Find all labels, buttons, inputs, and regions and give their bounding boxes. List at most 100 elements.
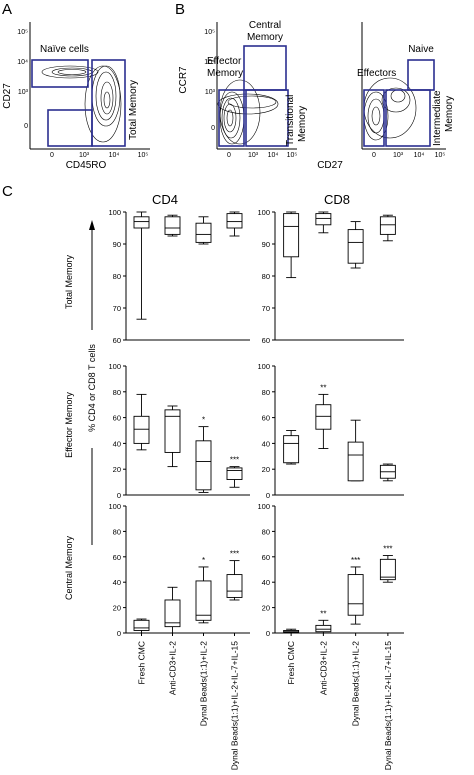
y-tick-label: 0	[266, 629, 270, 638]
gate-label-central-memory: Memory	[247, 32, 283, 43]
box-iqr	[315, 624, 332, 633]
y-tick-label: 90	[113, 240, 121, 249]
gate-label-total-memory: Total Memory	[128, 80, 139, 140]
box-4: *** Dynal Beads(1:1)+IL-2+IL-7+IL-15	[226, 550, 243, 771]
panel-letter-a: A	[2, 1, 12, 18]
y-tick-label: 60	[113, 553, 121, 562]
box-4: *** Dynal Beads(1:1)+IL-2+IL-7+IL-15	[379, 545, 396, 771]
box-iqr	[347, 229, 364, 264]
boxplot-panel-cd4: 0 20 40 60 80 100 Fresh CMC Anti-CD3+IL-2 * Dynal…	[108, 502, 250, 770]
y-tick-label: 80	[262, 527, 270, 536]
box-4	[226, 211, 243, 237]
gate-label-naive: Naïve cells	[40, 44, 89, 55]
boxplot-panel-cd8: 0 20 40 60 80 100 Fresh CMC ** Anti-CD3+IL-2 *** D…	[257, 502, 404, 770]
y-tick-label: 0	[117, 491, 121, 500]
y-tick-label: 100	[108, 362, 121, 371]
box-iqr	[379, 216, 396, 235]
flow-b1-ytick: 10³	[205, 89, 216, 96]
box-1	[133, 393, 150, 451]
flow-b1-xtick: 10⁴	[268, 152, 279, 159]
y-tick-label: 60	[262, 553, 270, 562]
y-tick-label: 100	[257, 502, 270, 511]
flow-b2-xtick: 10⁴	[414, 152, 425, 159]
y-tick-label: 20	[262, 604, 270, 613]
panel-letter-b: B	[175, 1, 185, 18]
box-iqr	[195, 580, 212, 621]
row-title-central-memory: Central Memory	[64, 535, 74, 600]
y-tick-label: 80	[113, 527, 121, 536]
y-tick-label: 40	[262, 439, 270, 448]
box-1	[283, 211, 300, 279]
significance-marker: *	[202, 556, 205, 565]
flow-b1-ylabel: CCR7	[178, 66, 189, 94]
category-label: Dynal Beads(1:1)+IL-2	[199, 641, 209, 727]
y-tick-label: 80	[262, 388, 270, 397]
category-label: Dynal Beads(1:1)+IL-2	[351, 641, 361, 727]
box-iqr	[164, 599, 181, 628]
box-2: ** Anti-CD3+IL-2	[315, 609, 332, 695]
flow-b-xlabel: CD27	[317, 160, 343, 171]
significance-marker: ***	[351, 556, 360, 565]
box-2	[164, 214, 181, 237]
box-3	[347, 419, 364, 482]
significance-marker: ***	[383, 545, 392, 554]
box-iqr	[164, 216, 181, 235]
box-1: Fresh CMC	[283, 628, 300, 684]
y-tick-label: 20	[113, 465, 121, 474]
boxplot-panel-cd8: 0 20 40 60 80 100 **	[257, 362, 404, 500]
flow-b1-ytick: 10⁴	[204, 59, 215, 66]
boxplot-panel-cd8: 60 70 80 90 100	[257, 208, 404, 345]
column-title-cd8: CD8	[324, 192, 350, 207]
box-iqr	[133, 415, 150, 444]
box-2: Anti-CD3+IL-2	[164, 586, 181, 695]
row-title-effector-memory: Effector Memory	[64, 392, 74, 458]
flow-a-xtick: 10³	[79, 152, 90, 159]
box-4: ***	[226, 456, 243, 488]
gate-label-effector-memory: Memory	[207, 68, 243, 79]
significance-marker: **	[320, 609, 326, 618]
flow-a-ytick: 10⁴	[17, 59, 28, 66]
gate-label-intermediate-memory: Memory	[444, 96, 455, 132]
box-3	[347, 221, 364, 269]
flow-plot-b2: Naive Effectors Intermediate Memory 0 10…	[317, 22, 455, 171]
significance-marker: ***	[230, 456, 239, 465]
flow-a-ytick: 10³	[18, 89, 29, 96]
y-tick-label: 40	[262, 578, 270, 587]
y-tick-label: 20	[262, 465, 270, 474]
column-title-cd4: CD4	[152, 192, 178, 207]
flow-gates-a	[31, 59, 126, 147]
y-tick-label: 20	[113, 604, 121, 613]
y-tick-label: 40	[113, 578, 121, 587]
box-iqr	[195, 440, 212, 491]
y-tick-label: 100	[108, 502, 121, 511]
box-iqr	[164, 409, 181, 453]
flow-a-xtick: 0	[50, 152, 54, 159]
box-iqr	[133, 619, 150, 631]
y-tick-label: 100	[257, 362, 270, 371]
category-label: Anti-CD3+IL-2	[168, 641, 178, 695]
box-iqr	[283, 213, 300, 258]
y-tick-label: 70	[113, 304, 121, 313]
panel-letter-c: C	[2, 183, 13, 200]
flow-contours-a	[41, 65, 122, 143]
box-2	[315, 211, 332, 234]
box-iqr	[226, 574, 243, 598]
flow-a-xtick: 10⁴	[109, 152, 120, 159]
box-iqr	[133, 216, 150, 229]
y-tick-label: 60	[262, 414, 270, 423]
y-tick-label: 90	[262, 240, 270, 249]
significance-marker: ***	[230, 550, 239, 559]
category-label: Dynal Beads(1:1)+IL-2+IL-7+IL-15	[230, 641, 240, 771]
y-tick-label: 100	[108, 208, 121, 217]
gate-label-transitional-memory: Memory	[297, 106, 308, 142]
box-4	[379, 214, 396, 242]
flow-a-xlabel: CD45RO	[66, 160, 107, 171]
flow-b2-xtick: 10³	[393, 152, 404, 159]
y-tick-label: 80	[113, 272, 121, 281]
category-label: Fresh CMC	[286, 641, 296, 684]
row-title-total-memory: Total Memory	[64, 254, 74, 309]
box-1	[283, 430, 300, 465]
category-label: Dynal Beads(1:1)+IL-2+IL-7+IL-15	[383, 641, 393, 771]
box-iqr	[226, 213, 243, 229]
